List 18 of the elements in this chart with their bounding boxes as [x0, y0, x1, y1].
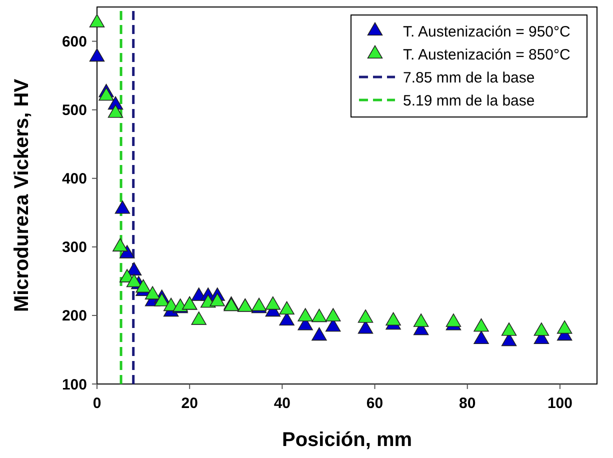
x-axis-title: Posición, mm [282, 429, 412, 451]
y-tick-label: 200 [62, 308, 87, 325]
legend-label: T. Austenización = 850°C [403, 46, 571, 64]
legend-label: 7.85 mm de la base [403, 69, 535, 86]
x-tick-label: 60 [366, 395, 384, 412]
x-tick-label: 0 [92, 395, 102, 412]
legend-label: T. Austenización = 950°C [403, 23, 571, 40]
y-tick-label: 400 [62, 170, 87, 188]
x-tick-label: 80 [459, 395, 476, 412]
y-axis-title: Microdureza Vickers, HV [11, 78, 33, 312]
x-tick-label: 40 [274, 395, 291, 412]
x-tick-label: 100 [547, 395, 572, 412]
y-tick-label: 100 [62, 376, 87, 394]
y-tick-label: 500 [62, 102, 87, 120]
x-tick-label: 20 [181, 395, 198, 412]
y-tick-label: 300 [62, 239, 87, 256]
legend-label: 5.19 mm de la base [403, 92, 535, 110]
y-tick-label: 600 [62, 34, 87, 51]
